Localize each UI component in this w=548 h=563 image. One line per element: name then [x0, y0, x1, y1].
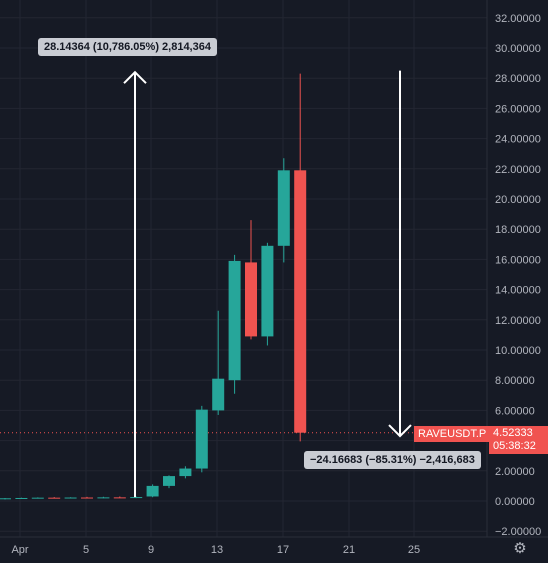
- y-tick-label: 24.00000: [495, 134, 541, 146]
- time-axis[interactable]: Apr 5 9 13 17 21 25: [11, 544, 420, 556]
- last-price-box: 4.52333 05:38:32: [489, 426, 548, 454]
- x-tick-label: 25: [408, 544, 420, 556]
- y-tick-label: 8.00000: [495, 375, 535, 387]
- chart-settings-icon[interactable]: ⚙: [513, 540, 527, 557]
- y-tick-label: 0.00000: [495, 496, 535, 508]
- x-tick-label: Apr: [11, 544, 28, 556]
- candle-body: [245, 262, 257, 337]
- x-tick-label: 17: [277, 544, 289, 556]
- measure-arrow-head: [388, 424, 412, 438]
- measure-arrows: [123, 70, 412, 498]
- candle-body: [294, 170, 307, 433]
- grid-lines: [0, 0, 487, 537]
- y-tick-label: 14.00000: [495, 285, 541, 297]
- y-tick-label: 6.00000: [495, 405, 535, 417]
- measure-label-down: −24.16683 (−85.31%) −2,416,683: [304, 451, 481, 469]
- y-tick-label: 28.00000: [495, 73, 541, 85]
- candle-body: [64, 497, 77, 499]
- y-tick-label: 16.00000: [495, 254, 541, 266]
- candle-body: [48, 497, 61, 499]
- candle-body: [81, 497, 93, 499]
- candles: [0, 73, 307, 500]
- price-axis[interactable]: −2.000000.000002.000004.000006.000008.00…: [495, 13, 541, 538]
- candle-body: [113, 497, 126, 499]
- y-tick-label: 32.00000: [495, 13, 541, 25]
- candle-body: [97, 497, 110, 499]
- candle-body: [195, 409, 208, 469]
- candle-body: [261, 245, 274, 337]
- last-price-value: 4.52333: [493, 427, 533, 439]
- candle-body: [15, 497, 28, 499]
- y-tick-label: 30.00000: [495, 43, 541, 55]
- candle-body: [146, 485, 159, 497]
- candle-body: [212, 378, 225, 411]
- candle-body: [163, 476, 175, 486]
- x-tick-label: 21: [343, 544, 355, 556]
- y-tick-label: −2.00000: [495, 526, 541, 538]
- y-tick-label: 26.00000: [495, 103, 541, 115]
- x-tick-label: 13: [211, 544, 223, 556]
- candle-body: [179, 468, 192, 477]
- measure-label-up: 28.14364 (10,786.05%) 2,814,364: [38, 38, 217, 56]
- candle-body: [130, 497, 143, 499]
- x-tick-label: 9: [148, 544, 154, 556]
- candle-body: [31, 497, 44, 499]
- candle-body: [228, 260, 241, 381]
- y-tick-label: 20.00000: [495, 194, 541, 206]
- candle-body: [277, 170, 290, 246]
- y-tick-label: 2.00000: [495, 466, 535, 478]
- y-tick-label: 22.00000: [495, 164, 541, 176]
- measure-arrow-head: [123, 70, 147, 84]
- x-tick-label: 5: [83, 544, 89, 556]
- candle-body: [0, 498, 11, 500]
- bar-countdown: 05:38:32: [493, 440, 536, 452]
- y-tick-label: 12.00000: [495, 315, 541, 327]
- y-tick-label: 18.00000: [495, 224, 541, 236]
- y-tick-label: 10.00000: [495, 345, 541, 357]
- symbol-label: RAVEUSDT.P: [414, 426, 491, 442]
